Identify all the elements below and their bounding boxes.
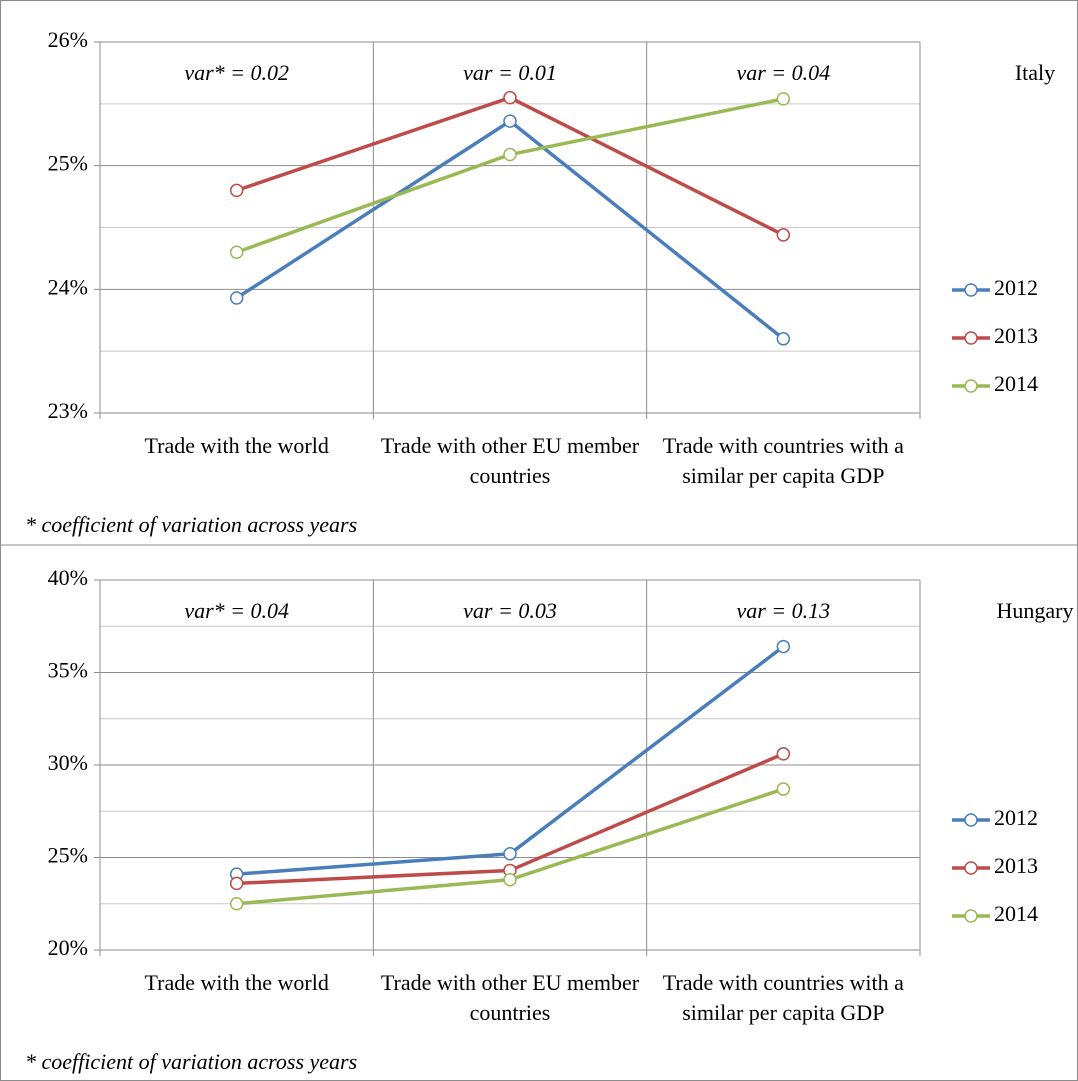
annotation: var = 0.03 [463,598,557,623]
marker [229,876,244,891]
chart-title: Italy [1015,60,1055,85]
marker [776,228,791,242]
y-tick-label: 26% [48,27,88,52]
y-tick-label: 30% [48,750,88,775]
x-label-box: Trade with other EU member countries [380,970,640,1025]
x-label-box: Trade with other EU member countries [380,433,640,488]
y-tick-label: 25% [48,843,88,868]
series-line [236,787,784,906]
marker [229,183,244,198]
y-tick-label: 40% [48,565,88,590]
marker [776,92,791,106]
legend-marker [964,283,978,297]
chart-title: Hungary [997,598,1074,623]
marker [503,90,517,105]
x-label-box: Trade with the world [144,970,329,995]
x-label-box: Trade with countries with a similar per … [662,433,904,488]
marker [229,897,244,911]
marker [503,872,517,887]
footnote: * coefficient of variation across years [25,512,357,537]
x-label-box: Trade with the world [144,433,329,458]
y-tick-label: 20% [48,935,88,960]
legend-marker [964,909,978,923]
x-label-box: Trade with countries with a similar per … [662,970,904,1025]
marker [229,245,244,259]
legend-label: 2013 [994,323,1038,348]
annotation: var* = 0.02 [184,60,289,85]
legend-marker [964,861,978,875]
legend-label: 2014 [994,371,1038,396]
marker [776,639,791,654]
y-tick-label: 24% [48,274,88,299]
annotation: var* = 0.04 [184,598,289,623]
footnote: * coefficient of variation across years [25,1049,357,1074]
legend-label: 2012 [994,805,1038,830]
y-tick-label: 25% [48,151,88,176]
x-tick-label: Trade with countries with a similar per … [662,433,904,488]
marker [503,847,517,861]
marker [776,747,791,761]
x-tick-label: Trade with other EU member countries [380,433,640,488]
x-tick-label: Trade with other EU member countries [380,970,640,1025]
legend-marker [964,813,978,827]
y-tick-label: 35% [48,658,88,683]
marker [503,147,517,162]
x-tick-label: Trade with the world [144,433,329,458]
marker [229,291,244,305]
legend-marker [964,379,978,393]
marker [503,114,517,128]
annotation: var = 0.13 [736,598,830,623]
legend-label: 2012 [994,275,1038,300]
legend-label: 2013 [994,853,1038,878]
x-tick-label: Trade with countries with a similar per … [662,970,904,1025]
annotation: var = 0.04 [736,60,830,85]
legend-marker [964,331,978,345]
y-tick-label: 23% [48,398,88,423]
annotation: var = 0.01 [463,60,557,85]
marker [776,782,791,796]
x-tick-label: Trade with the world [144,970,329,995]
series-line [236,645,785,876]
legend-label: 2014 [994,901,1038,926]
marker [776,332,791,346]
